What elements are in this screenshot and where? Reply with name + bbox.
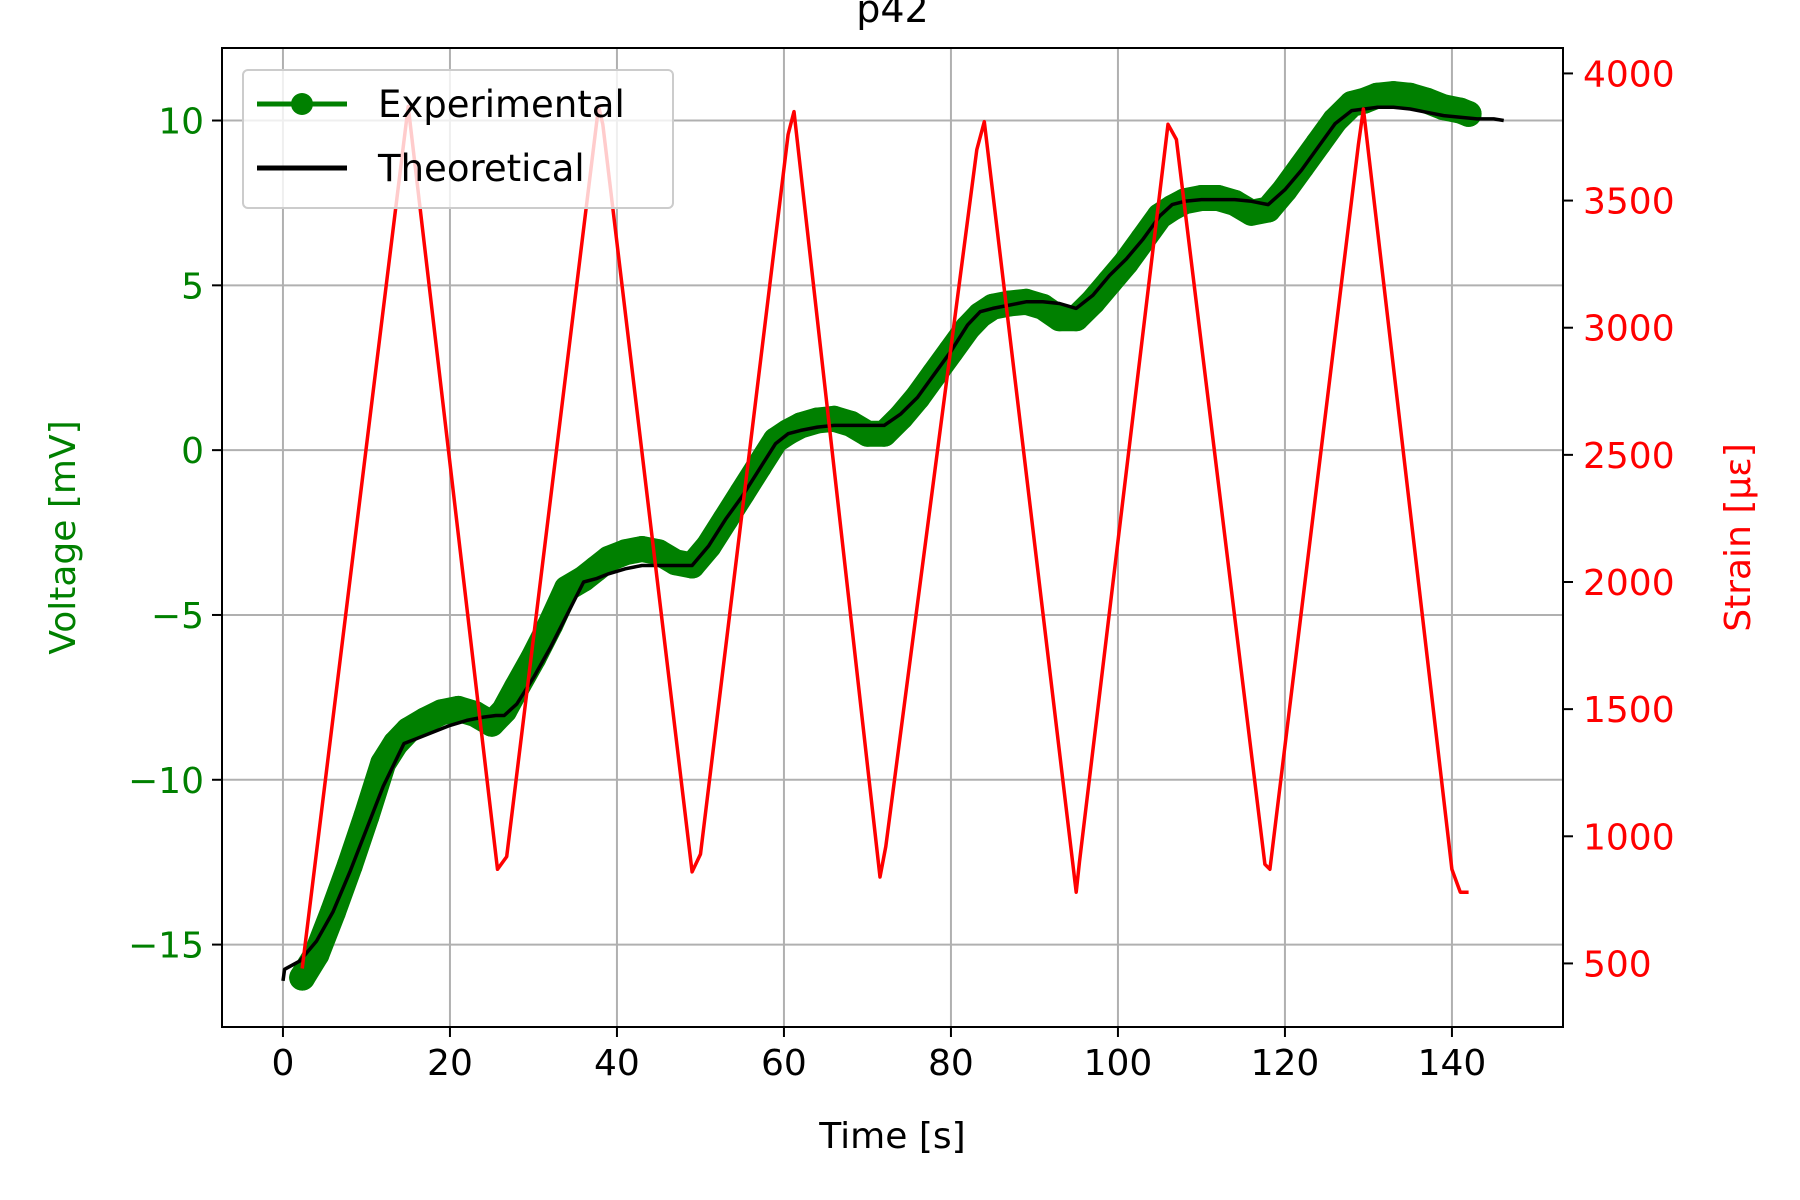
- y-left-tick-label: −15: [128, 926, 204, 967]
- legend-box: [242, 69, 674, 209]
- y-left-tick-label: −5: [151, 596, 204, 637]
- x-tick-label: 120: [1251, 1043, 1320, 1084]
- experimental-point: [871, 420, 898, 447]
- x-tick-label: 40: [594, 1043, 640, 1084]
- x-tick-label: 20: [427, 1043, 473, 1084]
- y-right-axis-ticks: 500 1000 1500 2000 2500 3000 3500 4000: [1563, 54, 1675, 985]
- experimental-point: [1063, 305, 1090, 332]
- y-right-axis-title: Strain [με]: [1718, 443, 1759, 632]
- plot-series: [281, 81, 1504, 991]
- y-right-tick-label: 2000: [1583, 563, 1675, 604]
- x-tick-label: 60: [761, 1043, 807, 1084]
- experimental-point: [887, 404, 914, 431]
- y-right-tick-label: 1000: [1583, 817, 1675, 858]
- y-left-axis-ticks: −15 −10 −5 0 5 10: [128, 102, 222, 967]
- y-right-tick-label: 3500: [1583, 182, 1675, 223]
- x-axis-title: Time [s]: [818, 1116, 965, 1157]
- experimental-point: [1079, 288, 1106, 315]
- y-left-axis-title: Voltage [mV]: [43, 420, 84, 654]
- strain-series-line: [300, 104, 1469, 969]
- experimental-point: [1096, 269, 1123, 295]
- experimental-point: [1455, 100, 1482, 127]
- y-right-tick-label: 1500: [1583, 690, 1675, 731]
- experimental-point: [491, 697, 518, 724]
- y-left-tick-label: 10: [158, 102, 204, 143]
- legend-theoretical-label: Theoretical: [377, 147, 585, 190]
- y-right-tick-label: 2500: [1583, 436, 1675, 477]
- y-right-tick-label: 4000: [1583, 54, 1675, 95]
- x-axis-ticks: 0 20 40 60 80 100 120 140: [272, 1027, 1487, 1084]
- plot-area-frame: [221, 47, 1564, 1028]
- x-tick-label: 100: [1084, 1043, 1153, 1084]
- experimental-point: [289, 964, 316, 991]
- experimental-point: [1322, 107, 1348, 134]
- legend: Experimental Theoretical: [242, 69, 674, 209]
- x-tick-label: 80: [928, 1043, 974, 1084]
- y-left-tick-label: −10: [128, 761, 204, 802]
- legend-experimental-marker: [291, 93, 313, 115]
- y-left-tick-label: 0: [181, 431, 204, 472]
- theoretical-series-line: [281, 105, 1504, 982]
- experimental-point: [537, 611, 564, 638]
- y-left-tick-label: 5: [181, 266, 204, 307]
- experimental-point: [1113, 249, 1140, 276]
- y-right-tick-label: 500: [1583, 944, 1652, 985]
- x-tick-label: 140: [1418, 1043, 1487, 1084]
- chart-title: p42: [856, 0, 928, 31]
- experimental-point: [1255, 196, 1282, 223]
- y-right-tick-label: 3000: [1583, 309, 1675, 350]
- legend-experimental-label: Experimental: [378, 83, 625, 126]
- x-tick-label: 0: [272, 1043, 295, 1084]
